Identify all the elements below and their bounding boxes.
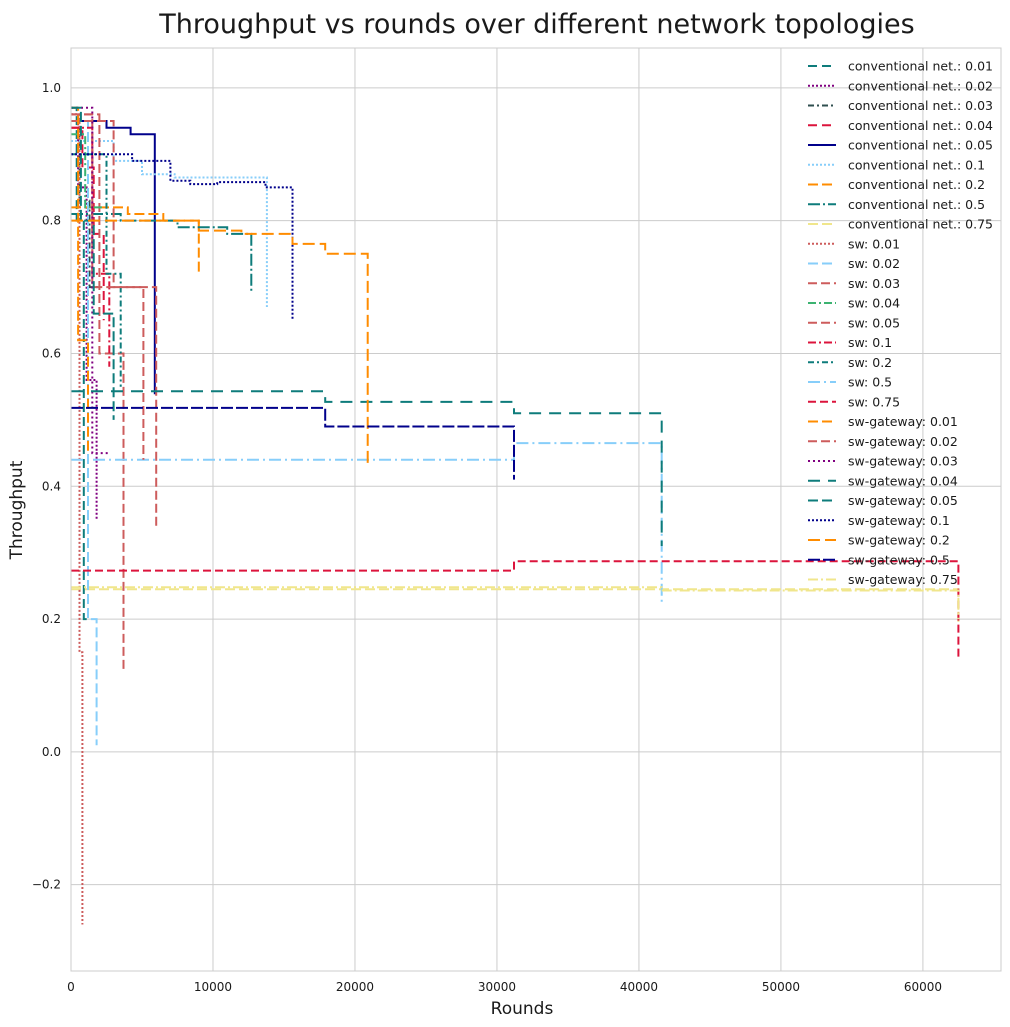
series-line-5 [71,120,157,395]
y-tick-label: 0.0 [42,745,61,759]
legend-entry: sw-gateway: 0.1 [848,513,950,528]
series-line-16 [71,153,122,387]
series-line-9 [71,588,960,626]
y-axis-label: Throughput [7,460,27,560]
y-tick-label: 0.8 [42,214,61,228]
y-tick-label: 0.6 [42,346,61,360]
legend-entry: conventional net.: 0.1 [848,157,985,172]
legend-entry: conventional net.: 0.03 [848,98,993,113]
y-tick-label: −0.2 [32,878,61,892]
y-tick-label: 0.4 [42,479,61,493]
chart-title: Throughput vs rounds over different netw… [158,9,914,40]
legend-entry: sw: 0.01 [848,236,900,251]
legend-entry: conventional net.: 0.5 [848,197,985,212]
series-line-17 [71,442,663,606]
series-line-18 [71,560,960,659]
plot-frame [70,47,1002,972]
x-ticks: 0 10000 20000 30000 40000 50000 60000 [67,980,942,994]
legend-entry: sw: 0.02 [848,256,900,271]
legend-entry: sw: 0.04 [848,296,900,311]
legend-entry: conventional net.: 0.04 [848,118,993,133]
x-tick-label: 60000 [904,980,942,994]
legend-entry: conventional net.: 0.75 [848,217,993,232]
series-line-15 [71,126,111,367]
y-tick-label: 0.2 [42,612,61,626]
legend-entry: sw: 0.1 [848,335,892,350]
legend-entry: sw: 0.5 [848,375,892,390]
series-line-2 [71,113,98,520]
legend-entry: conventional net.: 0.02 [848,78,993,93]
series-line-8 [71,213,253,294]
x-tick-label: 10000 [194,980,232,994]
series-group [71,106,960,925]
x-axis-label: Rounds [491,999,554,1019]
grid [70,48,1001,971]
series-line-26 [71,406,515,480]
legend-entry: sw-gateway: 0.75 [848,572,958,587]
legend-entry: sw: 0.75 [848,394,900,409]
legend: conventional net.: 0.01 conventional net.… [808,59,993,587]
series-line-27 [71,586,960,620]
legend-entry: sw: 0.05 [848,315,900,330]
series-line-22 [71,390,663,546]
series-line-4 [71,126,105,321]
y-tick-label: 1.0 [42,81,61,95]
x-tick-label: 20000 [336,980,374,994]
legend-entry: sw-gateway: 0.03 [848,454,958,469]
series-line-10 [71,113,84,925]
series-line-11 [71,120,98,746]
legend-entry: sw-gateway: 0.02 [848,434,958,449]
series-line-25 [71,219,369,467]
series-line-20 [71,113,145,460]
legend-entry: conventional net.: 0.05 [848,138,993,153]
legend-entry: sw-gateway: 0.05 [848,493,958,508]
legend-entry: sw-gateway: 0.04 [848,473,958,488]
legend-entry: sw-gateway: 0.5 [848,552,950,567]
legend-entry: conventional net.: 0.2 [848,177,985,192]
legend-entry: sw-gateway: 0.2 [848,533,950,548]
legend-entry: sw: 0.2 [848,355,892,370]
legend-entry: conventional net.: 0.01 [848,59,993,74]
x-tick-label: 40000 [620,980,658,994]
x-tick-label: 30000 [478,980,516,994]
legend-entry: sw: 0.03 [848,276,900,291]
y-ticks: −0.2 0.0 0.2 0.4 0.6 0.8 1.0 [32,81,61,892]
x-tick-label: 50000 [762,980,800,994]
x-tick-label: 0 [67,980,75,994]
legend-entry: sw-gateway: 0.01 [848,414,958,429]
